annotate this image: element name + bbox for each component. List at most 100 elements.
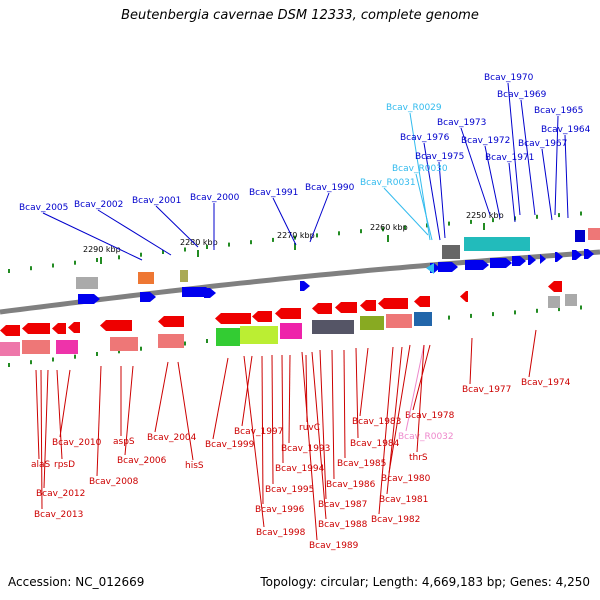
tick-mark: [140, 346, 142, 351]
gene-function-box: [158, 334, 184, 348]
gene-function-box: [240, 326, 278, 344]
gene-function-box: [575, 230, 585, 242]
leader-line: [355, 347, 359, 439]
gene-label: Bcav_1967: [518, 139, 567, 149]
forward-gene-arrow: [300, 281, 310, 291]
leader-line: [96, 365, 102, 477]
forward-gene-arrow: [204, 288, 216, 298]
leader-line: [311, 351, 327, 520]
leader-line: [386, 346, 403, 495]
gene-label: Bcav_1994: [275, 464, 325, 474]
leader-line: [271, 354, 274, 485]
gene-label: Bcav_1982: [371, 515, 420, 525]
tick-mark: [294, 235, 296, 240]
leader-line: [388, 344, 411, 474]
gene-label: Bcav_1983: [352, 417, 401, 427]
reverse-gene-arrow: [68, 322, 80, 333]
gene-function-box: [442, 245, 460, 259]
leader-line: [43, 369, 49, 489]
leader-line: [155, 205, 199, 248]
leader-line: [243, 355, 265, 528]
leader-line: [507, 82, 521, 216]
gene-function-box: [548, 296, 560, 308]
leader-line: [309, 192, 330, 243]
kbp-tick-label: 2280 kbp: [180, 238, 218, 247]
gene-function-box: [565, 294, 577, 306]
tick-mark: [492, 218, 494, 223]
gene-function-box: [588, 228, 600, 240]
gene-label: Bcav_2008: [89, 477, 139, 487]
leader-line: [301, 351, 318, 541]
gene-label: hisS: [185, 461, 204, 471]
rna-gene-arrow: [426, 263, 434, 274]
gene-label: Bcav_1998: [256, 528, 306, 538]
tick-mark: [140, 252, 142, 257]
leader-line: [305, 354, 308, 423]
tick-mark: [8, 363, 10, 367]
leader-line: [97, 209, 172, 256]
gene-function-box: [280, 323, 302, 339]
reverse-gene-arrow: [100, 320, 132, 331]
leader-line: [423, 142, 441, 241]
tick-mark: [52, 357, 54, 362]
tick-mark: [338, 231, 340, 236]
map-title: Beutenbergia cavernae DSM 12333, complet…: [121, 8, 479, 23]
reverse-gene-arrow: [215, 313, 251, 324]
reverse-gene-arrow: [0, 325, 20, 336]
tick-mark: [118, 255, 120, 260]
gene-function-box: [312, 320, 354, 334]
forward-gene-arrow: [438, 262, 458, 272]
leader-line: [272, 197, 297, 246]
tick-mark: [52, 263, 54, 268]
gene-label: Bcav_1993: [281, 444, 330, 454]
leader-line: [288, 354, 291, 444]
leader-line: [383, 187, 429, 236]
tick-mark: [250, 240, 252, 245]
reverse-gene-arrow: [312, 303, 332, 314]
gene-label: Bcav_2000: [190, 193, 240, 203]
tick-mark: [30, 266, 32, 271]
leader-line: [359, 347, 369, 417]
gene-function-box: [76, 277, 98, 289]
tick-mark: [558, 307, 560, 312]
leader-line: [177, 361, 194, 461]
topology-label: Topology: circular; Length: 4,669,183 bp…: [260, 575, 590, 589]
gene-label: Bcav_2004: [147, 433, 197, 443]
gene-label: Bcav_1970: [484, 73, 534, 83]
forward-gene-arrow: [528, 255, 536, 265]
accession-label: Accession: NC_012669: [8, 575, 145, 589]
gene-label: Bcav_1972: [461, 136, 510, 146]
gene-label: Bcav_1964: [541, 125, 591, 135]
tick-mark: [206, 245, 208, 249]
gene-label: Bcav_1973: [437, 118, 486, 128]
tick-mark: [162, 250, 164, 254]
gene-label: Bcav_2005: [19, 203, 68, 213]
tick-mark: [96, 258, 98, 262]
kbp-tick-label: 2290 kbp: [83, 245, 121, 254]
tick-mark: [228, 242, 230, 247]
kbp-tick-mark: [483, 223, 485, 230]
leader-line: [520, 99, 536, 216]
leader-line: [261, 355, 264, 505]
reverse-gene-arrow: [275, 308, 301, 319]
gene-label: Bcav_1991: [249, 188, 298, 198]
gene-label: Bcav_1969: [497, 90, 547, 100]
tick-mark: [272, 237, 274, 242]
leader-line: [469, 337, 473, 385]
tick-mark: [470, 219, 472, 224]
forward-gene-arrow: [512, 256, 526, 266]
leader-line: [281, 354, 284, 464]
gene-label: Bcav_2006: [117, 456, 167, 466]
gene-label: Bcav_1988: [318, 520, 368, 530]
forward-gene-arrow: [555, 252, 563, 262]
gene-label: Bcav_1997: [234, 427, 283, 437]
gene-function-box: [110, 337, 138, 351]
tick-mark: [382, 227, 384, 232]
reverse-gene-arrow: [378, 298, 408, 309]
gene-label: Bcav_1978: [405, 411, 455, 421]
gene-label: Bcav_1987: [318, 500, 367, 510]
gene-label: Bcav_R0029: [386, 103, 442, 113]
leader-line: [484, 145, 501, 219]
reverse-gene-arrow: [548, 281, 562, 292]
tick-mark: [118, 349, 120, 354]
